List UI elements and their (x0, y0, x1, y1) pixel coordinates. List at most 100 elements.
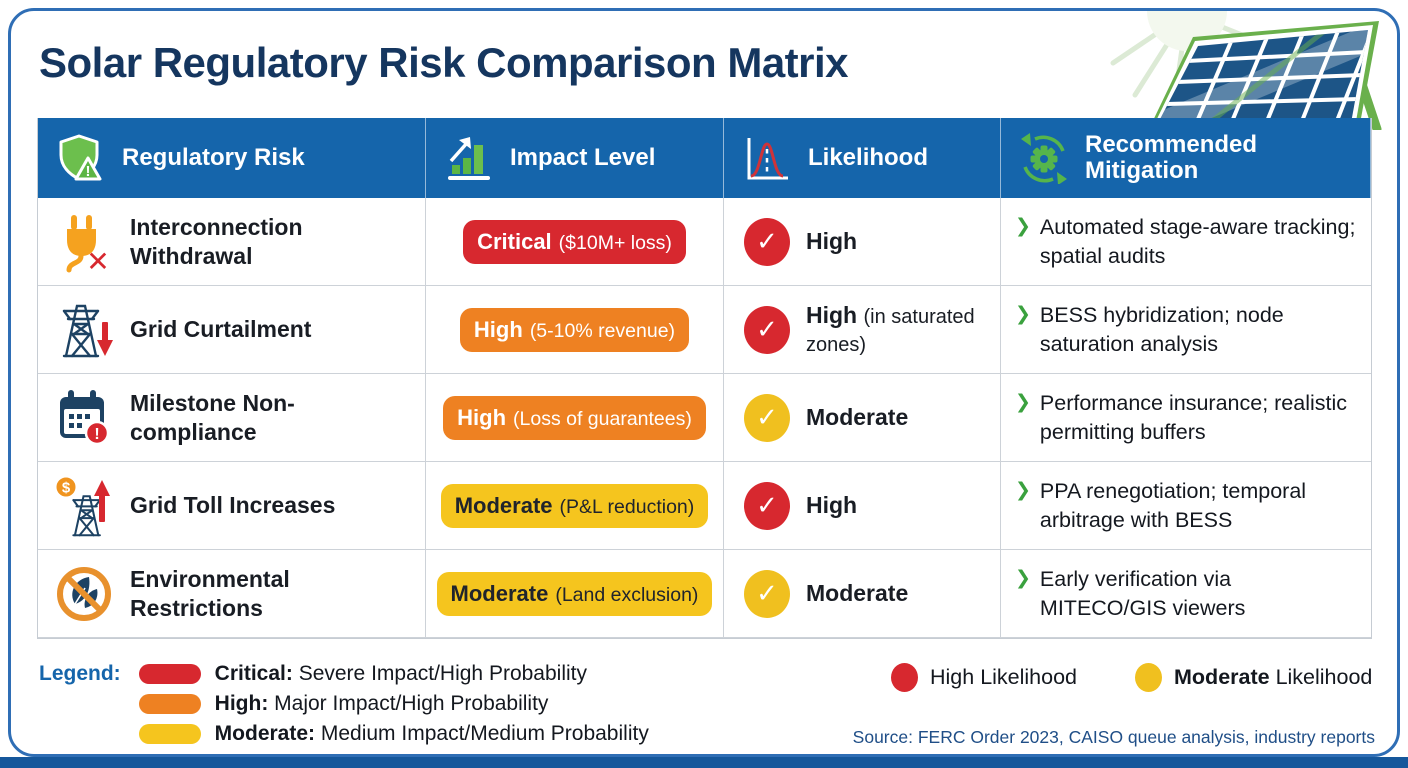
legend-desc: Medium Impact/Medium Probability (315, 721, 649, 745)
risk-matrix-table: ! Regulatory Risk Impact Level Likelihoo… (37, 118, 1372, 639)
risk-name: Grid Curtailment (130, 316, 312, 343)
table-row-1-mitigation: Automated stage-aware tracking; spatial … (1001, 198, 1371, 286)
likelihood-legend-label: Moderate (1174, 665, 1270, 689)
table-row-3-risk: ! Milestone Non-compliance (38, 374, 426, 462)
header-impact-level: Impact Level (426, 118, 724, 198)
table-row-1-impact: Critical ($10M+ loss) (426, 198, 724, 286)
table-row-1-likelihood: High (724, 198, 1001, 286)
impact-label: Critical (477, 228, 552, 254)
legend-item-high: High: Major Impact/High Probability (138, 689, 649, 718)
impact-label: High (457, 404, 507, 430)
table-row-4-risk: $ Grid Toll Increases (38, 462, 426, 550)
power-tower-down-icon (62, 304, 113, 357)
likelihood-label: High (806, 301, 858, 328)
infographic-card: Solar Regulatory Risk Comparison Matrix … (8, 8, 1400, 757)
likelihood-text: High (806, 228, 857, 256)
table-row-2-impact: High (5-10% revenue) (426, 286, 724, 374)
impact-chart-icon (448, 137, 490, 180)
risk-name: Milestone Non-compliance (130, 390, 295, 445)
impact-detail: (5-10% revenue) (529, 319, 676, 342)
likelihood-label: High (806, 491, 858, 518)
shield-alert-icon: ! (59, 134, 102, 181)
chevron-right-icon (1015, 389, 1031, 417)
table-row-4-impact: Moderate (P&L reduction) (426, 462, 724, 550)
chevron-right-icon (1015, 565, 1031, 593)
mitigation-gear-icon (1021, 133, 1067, 184)
legend-desc: Severe Impact/High Probability (292, 661, 587, 685)
legend-item-critical: Critical: Severe Impact/High Probability (138, 659, 649, 688)
mitigation-text: Early verification via MITECO/GIS viewer… (1039, 566, 1246, 620)
svg-text:!: ! (94, 426, 99, 443)
check-circle-icon (744, 305, 790, 354)
likelihood-legend: High Likelihood Moderate Likelihood (891, 663, 1372, 692)
impact-detail: ($10M+ loss) (558, 231, 672, 254)
check-circle-icon (744, 217, 790, 266)
high-likelihood-dot (891, 663, 918, 692)
likelihood-text: High (in saturated zones) (806, 302, 978, 357)
critical-swatch (138, 663, 201, 684)
calendar-alert-icon: ! (60, 389, 110, 445)
likelihood-text: Moderate (806, 580, 908, 608)
impact-badge: Critical ($10M+ loss) (463, 219, 686, 264)
moderate-likelihood-legend-item: Moderate Likelihood (1135, 663, 1372, 692)
likelihood-detail: (in saturated zones) (806, 305, 975, 356)
chevron-right-icon (1015, 301, 1031, 329)
table-row-3-likelihood: Moderate (724, 374, 1001, 462)
likelihood-text: Moderate (806, 404, 908, 432)
likelihood-legend-label: High (930, 665, 975, 689)
header-likelihood: Likelihood (724, 118, 1001, 198)
high-likelihood-legend-item: High Likelihood (891, 663, 1077, 692)
bell-curve-icon (747, 138, 788, 180)
svg-text:✕: ✕ (86, 246, 109, 274)
impact-label: High (473, 316, 523, 342)
table-row-5-likelihood: Moderate (724, 550, 1001, 638)
impact-badge: High (Loss of guarantees) (443, 395, 706, 440)
table-row-5-mitigation: Early verification via MITECO/GIS viewer… (1001, 550, 1371, 638)
legend-term: High: (214, 691, 269, 715)
toll-tower-up-icon: $ (54, 475, 110, 536)
impact-detail: (Land exclusion) (555, 583, 699, 606)
impact-label: Moderate (450, 580, 549, 606)
mitigation-text: Automated stage-aware tracking; spatial … (1039, 214, 1356, 268)
high-swatch (138, 693, 201, 714)
svg-text:$: $ (62, 479, 71, 496)
page-title: Solar Regulatory Risk Comparison Matrix (39, 39, 849, 86)
table-row-5-risk: Environmental Restrictions (38, 550, 426, 638)
header-label: Likelihood (808, 143, 928, 171)
likelihood-legend-rest: Likelihood (974, 665, 1078, 689)
table-row-3-impact: High (Loss of guarantees) (426, 374, 724, 462)
table-row-3-mitigation: Performance insurance; realistic permitt… (1001, 374, 1371, 462)
impact-badge: Moderate (Land exclusion) (436, 571, 713, 616)
table-row-4-mitigation: PPA renegotiation; temporal arbitrage wi… (1001, 462, 1371, 550)
legend-term: Moderate: (214, 721, 316, 745)
header-label: Recommended Mitigation (1085, 130, 1258, 184)
legend-term: Critical: (214, 661, 293, 685)
likelihood-legend-rest: Likelihood (1269, 665, 1373, 689)
mitigation-text: PPA renegotiation; temporal arbitrage wi… (1039, 478, 1307, 532)
impact-label: Moderate (454, 492, 553, 518)
moderate-likelihood-dot (1135, 663, 1163, 692)
svg-text:!: ! (86, 163, 91, 180)
legend-desc: Major Impact/High Probability (268, 691, 549, 715)
impact-detail: (P&L reduction) (559, 495, 695, 518)
likelihood-label: Moderate (806, 403, 909, 430)
likelihood-label: High (806, 227, 858, 254)
check-circle-icon (744, 481, 790, 530)
bottom-accent-bar (0, 757, 1408, 768)
header-recommended-mitigation: Recommended Mitigation (1001, 118, 1371, 198)
header-label: Regulatory Risk (122, 143, 305, 171)
risk-name: Grid Toll Increases (130, 492, 336, 519)
check-circle-icon (744, 393, 790, 442)
legend-title: Legend: (39, 662, 121, 685)
leaf-ban-icon (57, 566, 111, 621)
table-row-1-risk: ✕ Interconnection Withdrawal (38, 198, 426, 286)
mitigation-text: BESS hybridization; node saturation anal… (1039, 302, 1284, 356)
plug-x-icon: ✕ (66, 214, 110, 274)
source-attribution: Source: FERC Order 2023, CAISO queue ana… (852, 727, 1375, 747)
likelihood-label: Moderate (806, 579, 909, 606)
mitigation-text: Performance insurance; realistic permitt… (1039, 390, 1348, 444)
impact-detail: (Loss of guarantees) (513, 407, 692, 430)
table-row-2-risk: Grid Curtailment (38, 286, 426, 374)
chevron-right-icon (1015, 213, 1031, 241)
chevron-right-icon (1015, 477, 1031, 505)
